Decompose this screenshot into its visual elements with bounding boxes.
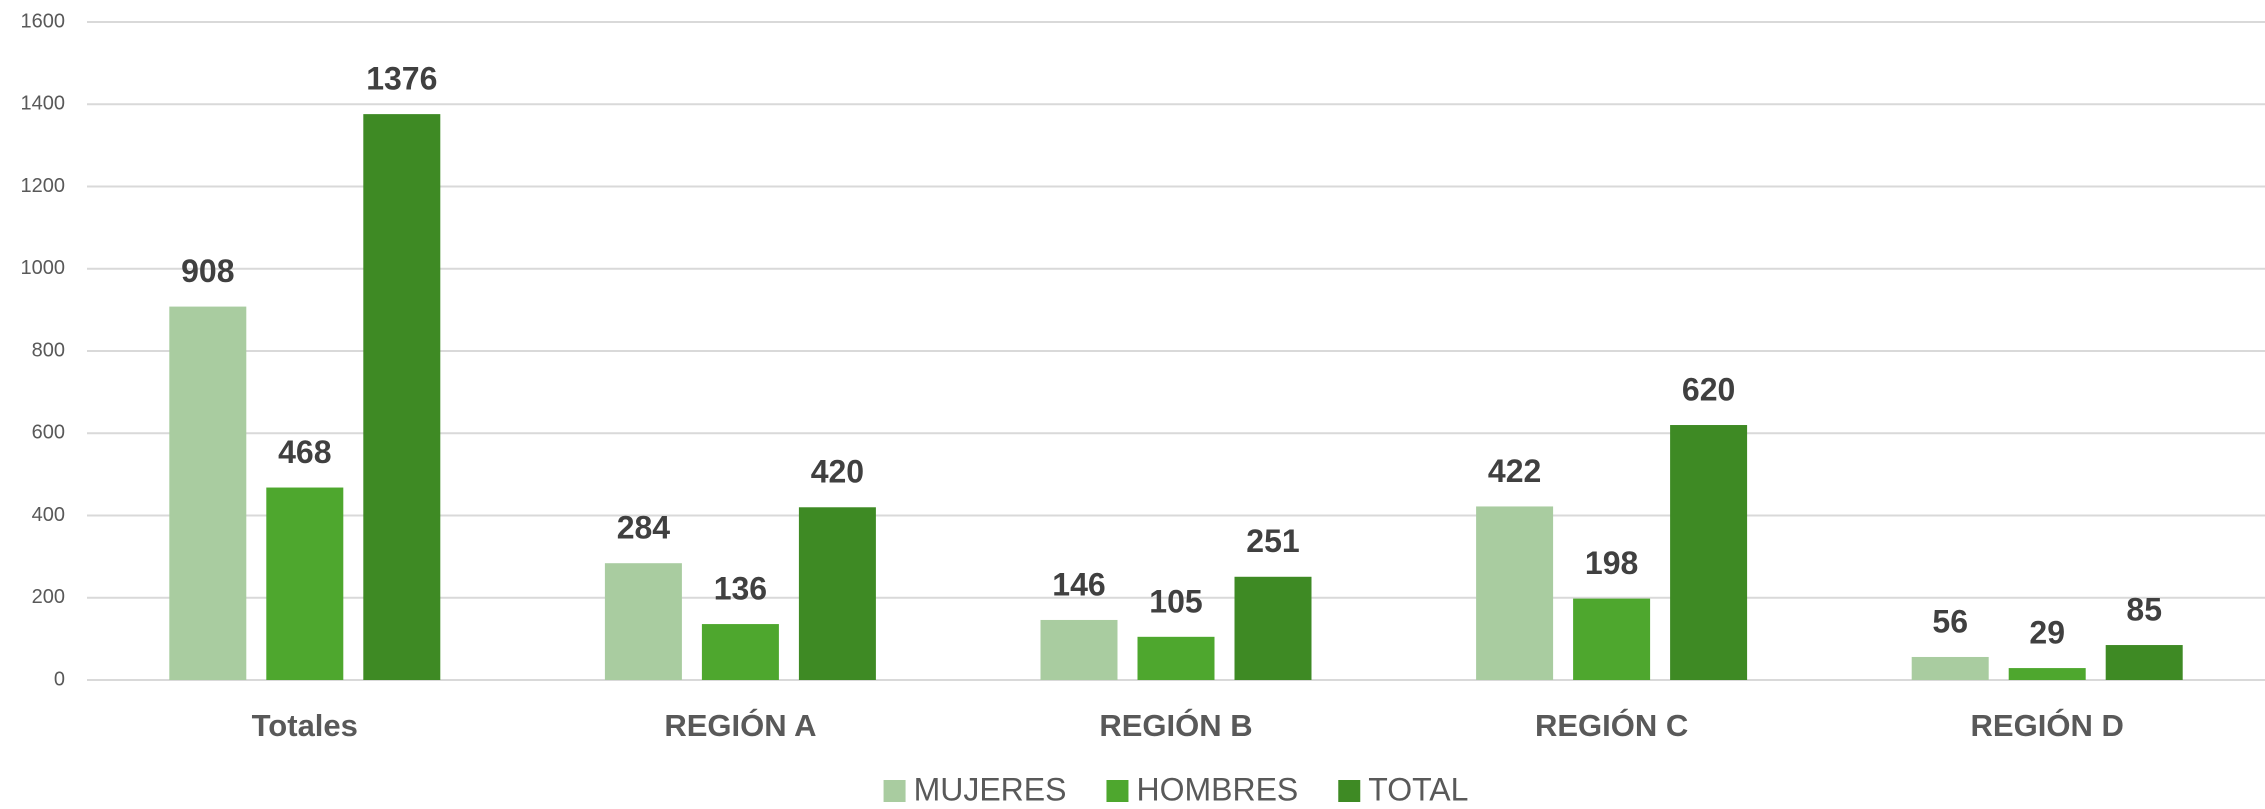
bar xyxy=(1137,636,1215,680)
bar xyxy=(604,563,682,680)
data-label: 136 xyxy=(714,571,767,607)
x-tick-label: REGIÓN C xyxy=(1535,707,1688,743)
bar xyxy=(169,306,247,680)
x-tick-label: Totales xyxy=(252,708,358,743)
x-tick-label: REGIÓN B xyxy=(1099,707,1252,743)
y-tick-label: 800 xyxy=(32,339,65,361)
bar xyxy=(2105,645,2183,680)
legend-swatch xyxy=(883,780,906,802)
y-tick-label: 1600 xyxy=(21,10,66,32)
data-label: 251 xyxy=(1246,523,1299,559)
legend-swatch xyxy=(1338,780,1361,802)
data-label: 146 xyxy=(1052,566,1105,602)
y-tick-label: 1000 xyxy=(21,257,66,279)
legend-label: HOMBRES xyxy=(1136,771,1298,804)
x-tick-label: REGIÓN A xyxy=(664,707,816,743)
data-label: 284 xyxy=(617,510,671,546)
data-label: 29 xyxy=(2029,615,2065,651)
bar xyxy=(266,487,344,680)
data-label: 420 xyxy=(811,454,864,490)
y-tick-label: 1200 xyxy=(21,175,66,197)
data-label: 85 xyxy=(2126,591,2162,627)
x-tick-label: REGIÓN D xyxy=(1971,707,2124,743)
bar xyxy=(1234,576,1312,680)
y-tick-label: 600 xyxy=(32,422,65,444)
data-label: 422 xyxy=(1488,453,1541,489)
bar xyxy=(363,114,441,681)
data-label: 56 xyxy=(1932,603,1968,639)
bar xyxy=(701,624,779,680)
data-label: 1376 xyxy=(366,61,437,97)
y-tick-label: 400 xyxy=(32,504,65,526)
y-tick-label: 1400 xyxy=(21,93,66,115)
data-label: 908 xyxy=(181,253,234,289)
bar xyxy=(1573,598,1651,680)
legend-label: MUJERES xyxy=(914,771,1067,804)
data-label: 468 xyxy=(278,434,331,470)
data-label: 198 xyxy=(1585,545,1638,581)
y-tick-label: 0 xyxy=(54,668,65,690)
bar xyxy=(1040,619,1118,680)
data-label: 105 xyxy=(1149,583,1202,619)
y-tick-label: 200 xyxy=(32,586,65,608)
legend-swatch xyxy=(1106,780,1129,802)
data-label: 620 xyxy=(1682,371,1735,407)
bar xyxy=(798,507,876,680)
bar xyxy=(1911,656,1989,680)
bar xyxy=(1670,425,1748,680)
bar xyxy=(1476,506,1554,680)
bar xyxy=(2008,668,2086,680)
legend-label: TOTAL xyxy=(1368,771,1468,804)
